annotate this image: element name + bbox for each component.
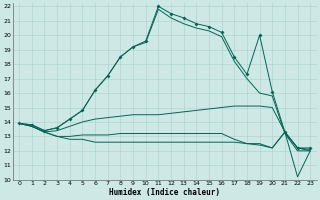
X-axis label: Humidex (Indice chaleur): Humidex (Indice chaleur) (109, 188, 220, 197)
